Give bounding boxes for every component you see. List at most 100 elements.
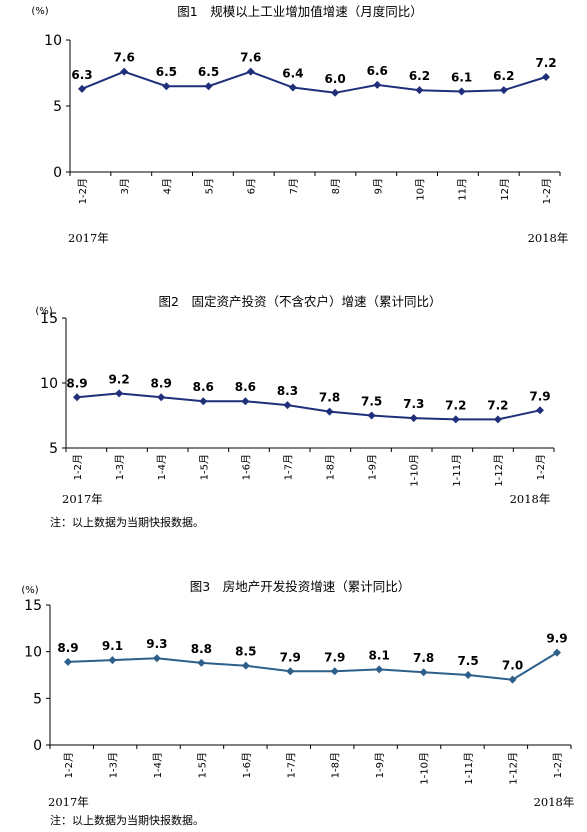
data-point [415, 86, 424, 95]
series-line [67, 651, 558, 681]
data-point [64, 657, 72, 666]
series-line [81, 70, 547, 94]
data-label: 9.1 [102, 639, 123, 653]
y-tick-label: 10 [40, 376, 58, 392]
data-point [464, 671, 473, 679]
data-label: 8.3 [277, 384, 298, 398]
x-tick-label: 1-8月 [330, 752, 342, 778]
x-tick-label: 1-2月 [552, 752, 564, 778]
data-point [286, 667, 295, 676]
x-tick-label: 4月 [161, 178, 173, 194]
x-tick-label: 1-2月 [535, 454, 547, 480]
x-tick-label: 1-11月 [463, 752, 475, 785]
x-tick-label: 1-12月 [508, 752, 520, 785]
y-tick-label: 0 [53, 165, 62, 181]
data-label: 6.5 [156, 65, 177, 79]
x-tick-label: 1-7月 [285, 752, 297, 778]
x-tick-label: 1-2月 [63, 752, 75, 778]
data-point [78, 84, 86, 93]
data-point [375, 665, 384, 674]
data-label: 7.5 [457, 654, 478, 668]
data-label: 9.9 [546, 632, 567, 646]
x-tick-label: 1-4月 [156, 454, 168, 480]
year-end-label: 2018年 [528, 231, 569, 245]
y-tick-label: 10 [24, 645, 42, 661]
x-tick-label: 1-5月 [198, 454, 210, 480]
data-label: 8.5 [235, 645, 256, 659]
year-start-label: 2017年 [68, 231, 109, 245]
data-point [157, 393, 166, 402]
data-label: 7.0 [502, 659, 523, 673]
x-tick-label: 12月 [499, 178, 511, 201]
data-point [241, 661, 250, 670]
year-end-label: 2018年 [534, 795, 575, 809]
data-point [409, 414, 418, 423]
x-tick-label: 1-10月 [409, 454, 421, 487]
data-point [246, 67, 255, 76]
data-point [553, 648, 561, 657]
series-line [76, 392, 541, 421]
data-point [536, 406, 544, 415]
y-tick-label: 5 [49, 441, 58, 457]
data-label: 6.0 [324, 72, 345, 86]
data-point [288, 83, 297, 92]
data-label: 8.6 [193, 380, 214, 394]
data-label: 7.2 [445, 398, 466, 412]
data-point [152, 654, 161, 663]
data-label: 7.8 [413, 651, 434, 665]
chart-title: 图3 房地产开发投资增速（累计同比） [190, 579, 410, 594]
data-point [367, 411, 376, 420]
x-tick-label: 1-6月 [240, 454, 252, 480]
data-label: 7.6 [114, 51, 135, 65]
data-label: 7.9 [280, 650, 301, 664]
year-start-label: 2017年 [62, 492, 103, 506]
data-point [199, 397, 208, 406]
data-point [451, 415, 460, 424]
data-label: 9.3 [146, 637, 167, 651]
y-tick-label: 0 [33, 738, 42, 754]
data-label: 7.2 [487, 398, 508, 412]
x-tick-label: 1-7月 [282, 454, 294, 480]
y-tick-label: 5 [33, 691, 42, 707]
data-label: 6.5 [198, 65, 219, 79]
x-tick-label: 1-11月 [451, 454, 463, 487]
data-point [283, 401, 292, 410]
chart-1: 图1 规模以上工业增加值增速（月度同比） (%) 0 5 10 1-2月 3月 4月 5月 6月 7… [31, 4, 568, 245]
data-point [493, 415, 502, 424]
y-tick-label: 15 [40, 311, 58, 327]
data-label: 7.9 [529, 389, 550, 403]
data-point [542, 72, 550, 81]
chart-2: 图2 固定资产投资（不含农户）增速（累计同比） (%) 5 10 15 1-2月 1-3月 1… [35, 294, 555, 529]
data-point [162, 82, 171, 91]
data-label: 7.2 [535, 56, 556, 70]
data-label: 6.6 [367, 64, 388, 78]
data-label: 8.1 [369, 648, 390, 662]
x-tick-label: 1-3月 [107, 752, 119, 778]
data-point [508, 675, 517, 684]
data-point [419, 668, 428, 677]
x-tick-label: 9月 [372, 178, 384, 194]
x-tick-label: 1-5月 [196, 752, 208, 778]
data-point [373, 80, 382, 89]
data-label: 6.2 [493, 69, 514, 83]
data-point [331, 88, 340, 97]
year-start-label: 2017年 [48, 795, 89, 809]
x-tick-label: 5月 [204, 178, 216, 194]
chart-note: 注：以上数据为当期快报数据。 [50, 813, 204, 827]
x-tick-label: 1-2月 [72, 454, 84, 480]
x-tick-label: 1-9月 [374, 752, 386, 778]
data-label: 9.2 [108, 372, 129, 386]
y-tick-label: 15 [24, 598, 42, 614]
data-point [73, 393, 81, 402]
x-tick-label: 3月 [119, 178, 131, 194]
data-point [197, 658, 206, 667]
chart-title: 图2 固定资产投资（不含农户）增速（累计同比） [159, 294, 442, 309]
y-unit-label: (%) [21, 585, 38, 596]
data-point [325, 407, 334, 416]
x-tick-label: 1-3月 [114, 454, 126, 480]
x-tick-label: 1-10月 [419, 752, 431, 785]
x-tick-label: 8月 [330, 178, 342, 194]
data-point [204, 82, 213, 91]
x-tick-label: 1-8月 [325, 454, 337, 480]
data-point [108, 656, 117, 665]
